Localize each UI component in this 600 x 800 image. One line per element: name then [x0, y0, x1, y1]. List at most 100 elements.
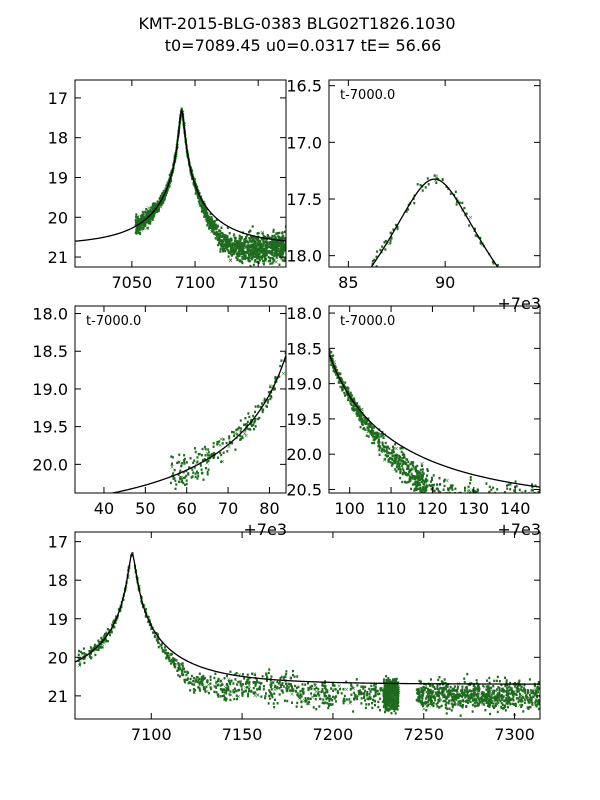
data-point — [505, 679, 508, 682]
data-point — [417, 481, 420, 485]
data-point — [339, 372, 342, 376]
data-point — [395, 460, 398, 463]
data-point — [349, 402, 352, 405]
data-point — [389, 242, 392, 245]
data-point — [313, 683, 316, 686]
data-point — [469, 478, 472, 482]
data-point — [493, 697, 496, 700]
data-point — [201, 205, 204, 209]
data-point — [524, 691, 527, 694]
data-point-cross: × — [495, 702, 500, 709]
data-point — [240, 248, 243, 251]
data-point — [258, 685, 261, 688]
data-point — [508, 701, 511, 705]
data-point — [437, 493, 439, 495]
data-point — [471, 710, 474, 713]
data-point-cross: × — [194, 460, 199, 467]
data-point — [219, 451, 222, 455]
data-point — [526, 698, 529, 702]
data-point — [225, 699, 228, 702]
data-point — [196, 470, 199, 473]
data-point — [421, 477, 424, 481]
data-point — [247, 241, 250, 244]
data-point — [466, 496, 468, 498]
data-point — [250, 418, 253, 422]
data-point — [432, 704, 435, 708]
data-point — [421, 688, 424, 691]
data-point — [516, 685, 519, 688]
data-point — [246, 234, 249, 237]
data-point — [455, 504, 457, 506]
data-point-cross: × — [451, 494, 456, 501]
data-point-cross: × — [228, 239, 233, 246]
data-point — [251, 246, 254, 250]
data-point — [222, 247, 225, 251]
data-point — [276, 249, 279, 253]
data-point — [477, 489, 480, 492]
data-point — [514, 480, 517, 483]
data-point — [205, 211, 208, 215]
data-point — [384, 445, 387, 449]
data-point — [402, 462, 405, 466]
data-point — [404, 473, 407, 476]
data-point — [247, 230, 250, 234]
data-point — [521, 697, 524, 700]
data-point — [439, 687, 442, 690]
x-tick-label: 140 — [500, 499, 531, 518]
data-point — [258, 252, 261, 256]
data-point — [78, 663, 81, 666]
data-point — [203, 677, 206, 681]
data-point — [179, 475, 182, 479]
data-point — [387, 460, 390, 463]
data-point — [349, 399, 352, 403]
data-point — [249, 422, 252, 425]
data-point — [419, 472, 422, 476]
data-point — [319, 697, 322, 701]
data-point — [158, 200, 161, 204]
data-point — [351, 397, 354, 401]
data-point — [509, 495, 511, 497]
data-point — [519, 496, 521, 498]
data-point — [538, 489, 540, 493]
data-point — [377, 705, 380, 709]
data-point — [160, 195, 163, 199]
data-point — [195, 190, 198, 194]
data-point — [251, 250, 254, 253]
data-point — [399, 476, 402, 480]
data-point — [377, 700, 380, 704]
data-point — [517, 700, 520, 703]
data-point — [252, 263, 255, 267]
data-point — [173, 659, 176, 662]
data-point — [234, 240, 237, 243]
data-point — [396, 453, 399, 457]
data-point — [100, 642, 103, 646]
data-point-cross: × — [525, 696, 530, 703]
data-point — [215, 227, 218, 230]
data-point — [247, 412, 250, 415]
data-point — [346, 386, 349, 389]
data-point — [421, 491, 424, 493]
y-tick-label: 20.0 — [32, 455, 68, 474]
data-point — [462, 691, 465, 694]
data-point — [214, 231, 217, 234]
data-point — [221, 249, 224, 252]
data-point — [363, 421, 366, 425]
data-point — [238, 241, 241, 244]
data-point — [209, 212, 212, 216]
data-point — [216, 443, 219, 446]
data-point — [278, 263, 281, 266]
data-point — [374, 682, 377, 686]
data-point — [424, 697, 427, 700]
data-point — [296, 701, 299, 705]
data-point — [280, 359, 283, 362]
data-point — [378, 692, 381, 695]
data-point — [513, 489, 516, 492]
data-point — [226, 245, 229, 248]
data-point — [239, 434, 242, 438]
data-point — [416, 476, 419, 479]
data-point — [365, 434, 368, 437]
data-point — [469, 697, 472, 700]
data-point — [142, 215, 145, 218]
data-point — [206, 460, 209, 463]
data-point-cross: × — [209, 218, 214, 225]
